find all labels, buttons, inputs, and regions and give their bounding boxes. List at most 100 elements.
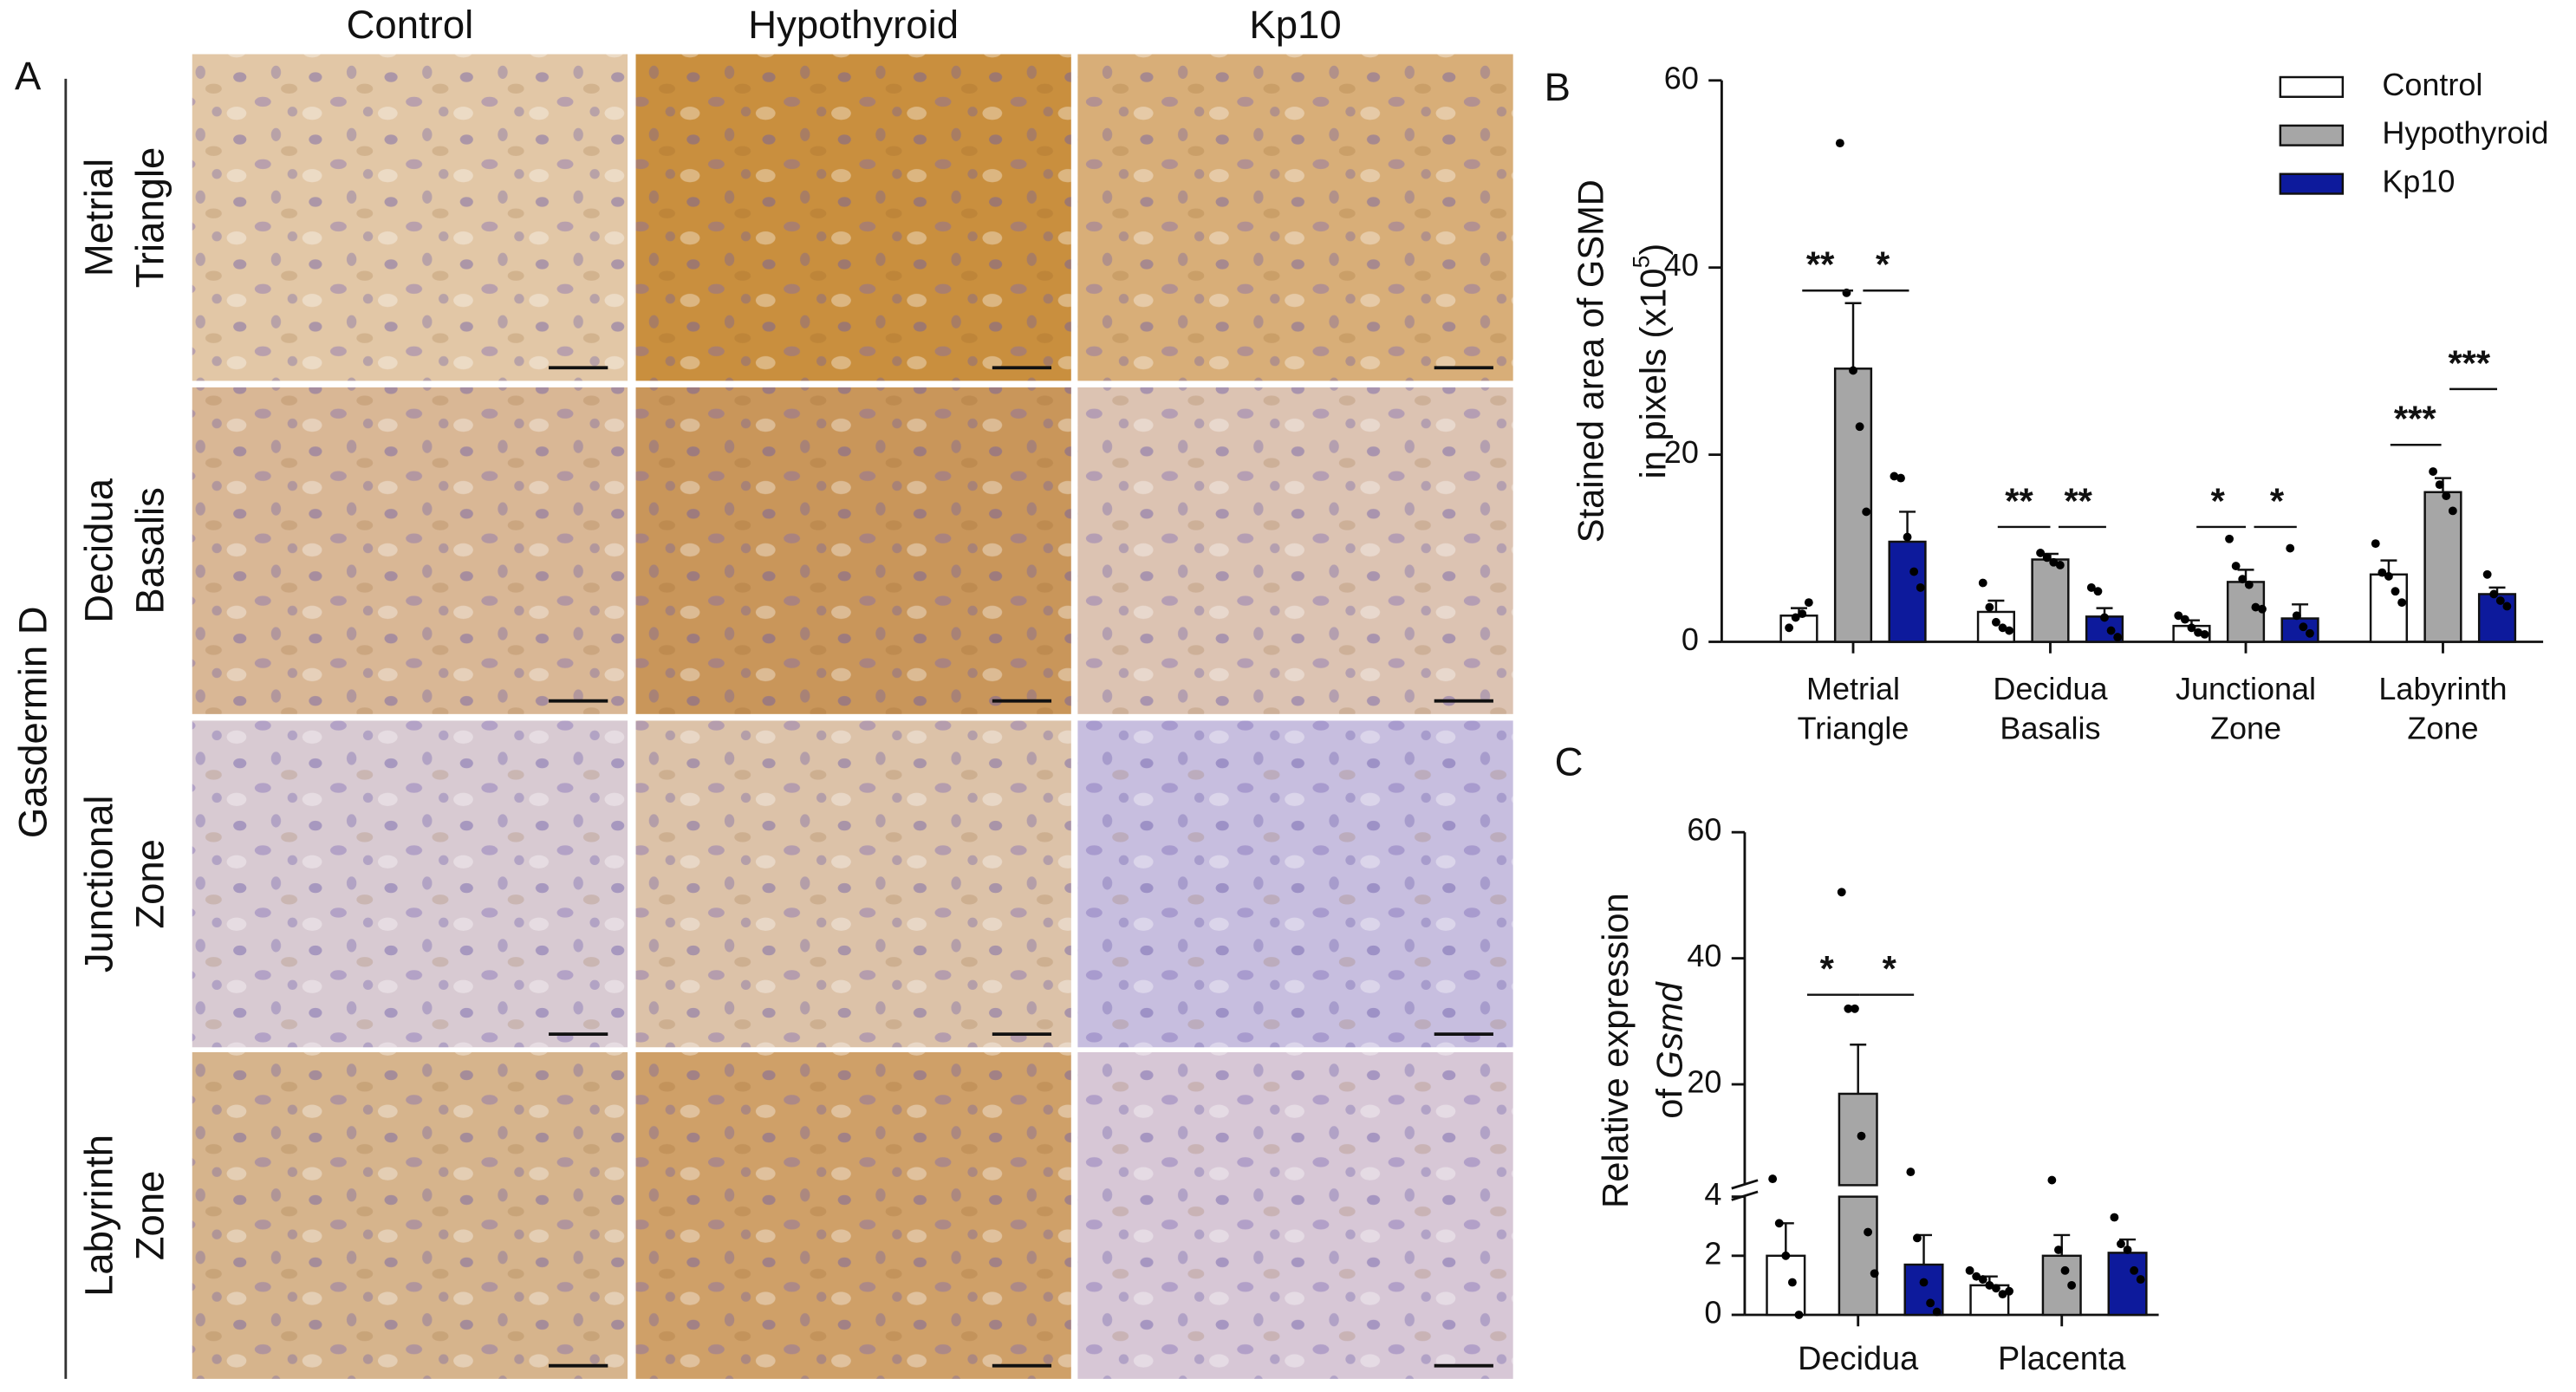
data-point bbox=[1798, 609, 1807, 619]
significance-label: *** bbox=[2394, 399, 2436, 439]
micrograph-texture bbox=[192, 54, 628, 381]
x-tick-label: Metrial bbox=[1806, 671, 1900, 706]
bar bbox=[2226, 581, 2266, 643]
data-point bbox=[2292, 611, 2301, 621]
y-axis-label-part: of bbox=[1649, 1078, 1690, 1118]
data-point bbox=[1916, 582, 1925, 592]
data-point bbox=[2429, 467, 2438, 476]
data-point bbox=[1926, 1298, 1935, 1308]
data-point bbox=[2286, 543, 2295, 553]
data-point bbox=[2049, 557, 2059, 567]
data-point bbox=[1844, 1004, 1853, 1013]
data-point bbox=[2238, 575, 2247, 584]
data-point bbox=[2130, 1265, 2139, 1275]
data-point bbox=[2200, 629, 2209, 639]
data-point bbox=[1985, 1280, 1994, 1290]
micrograph-texture bbox=[192, 1051, 628, 1379]
significance-label: ** bbox=[1806, 244, 1835, 285]
data-point bbox=[2397, 598, 2407, 608]
data-point bbox=[2306, 628, 2314, 638]
data-point bbox=[1787, 1278, 1797, 1287]
bar bbox=[1888, 540, 1927, 643]
y-tick-label: 40 bbox=[1687, 938, 1721, 973]
bar bbox=[1838, 1195, 1878, 1317]
data-point bbox=[2231, 562, 2241, 570]
data-point bbox=[2244, 580, 2254, 589]
data-point bbox=[1804, 598, 1813, 608]
data-point bbox=[2502, 602, 2512, 611]
x-tick-label: Zone bbox=[2210, 710, 2281, 745]
row-label: Labyrinth bbox=[77, 1135, 121, 1297]
data-point bbox=[2005, 1286, 2014, 1296]
significance-label: * bbox=[1883, 948, 1897, 989]
y-tick-label: 0 bbox=[1682, 621, 1699, 657]
significance-label: *** bbox=[2448, 342, 2490, 383]
bar bbox=[2031, 558, 2070, 643]
bar bbox=[1969, 1284, 2010, 1317]
data-point bbox=[2136, 1275, 2145, 1285]
data-point bbox=[1774, 1219, 1784, 1228]
data-point bbox=[2100, 613, 2109, 622]
x-tick-label: Placenta bbox=[1998, 1341, 2126, 1377]
data-point bbox=[1913, 1233, 1922, 1243]
data-point bbox=[2384, 572, 2393, 581]
x-tick-label: Labyrinth bbox=[2378, 671, 2507, 706]
data-point bbox=[2005, 626, 2014, 635]
data-point bbox=[2442, 491, 2451, 501]
micrograph-texture bbox=[635, 54, 1071, 381]
y-axis-label-part: ) bbox=[1633, 244, 1674, 256]
data-point bbox=[2055, 561, 2065, 569]
data-point bbox=[1791, 613, 1800, 622]
data-point bbox=[1985, 602, 1994, 612]
y-axis-label-sup: 5 bbox=[1628, 256, 1654, 269]
legend-label: Control bbox=[2382, 67, 2482, 102]
row-label: Zone bbox=[127, 839, 172, 929]
y-axis-label: in pixels (x105) bbox=[1628, 244, 1673, 479]
y-tick-label: 2 bbox=[1704, 1235, 1721, 1271]
data-point bbox=[2194, 628, 2202, 637]
micrograph-texture bbox=[635, 387, 1071, 714]
micrograph-texture bbox=[192, 720, 628, 1048]
x-tick-label: Decidua bbox=[1798, 1341, 1919, 1377]
legend-swatch bbox=[2279, 172, 2345, 195]
data-point bbox=[1919, 1278, 1929, 1287]
significance-label: * bbox=[2211, 480, 2226, 521]
data-point bbox=[2036, 549, 2046, 557]
bar bbox=[2423, 491, 2462, 643]
axis-break bbox=[1731, 1179, 1759, 1190]
legend-swatch bbox=[2279, 75, 2345, 98]
y-tick-label: 40 bbox=[1664, 247, 1699, 283]
y-tick-label: 4 bbox=[1704, 1176, 1721, 1212]
row-label: Zone bbox=[127, 1171, 172, 1261]
micrograph-texture bbox=[1077, 1051, 1513, 1379]
x-tick-label: Triangle bbox=[1798, 710, 1909, 745]
data-point bbox=[1932, 1307, 1942, 1317]
data-point bbox=[1991, 1284, 2000, 1293]
significance-label: * bbox=[2270, 480, 2285, 521]
data-point bbox=[2187, 623, 2196, 633]
data-point bbox=[2106, 626, 2116, 635]
significance-label: * bbox=[1876, 244, 1890, 285]
data-point bbox=[2299, 622, 2308, 632]
micrograph-texture bbox=[1077, 720, 1513, 1048]
data-point bbox=[1835, 139, 1844, 148]
data-point bbox=[2225, 534, 2234, 543]
data-point bbox=[2251, 602, 2261, 612]
bar bbox=[1903, 1263, 1944, 1317]
data-point bbox=[1781, 1251, 1791, 1260]
micrograph-texture bbox=[635, 720, 1071, 1048]
micrograph-texture bbox=[1077, 54, 1513, 381]
row-label: Junctional bbox=[77, 796, 121, 973]
data-point bbox=[1768, 1174, 1778, 1184]
y-tick-label: 0 bbox=[1704, 1294, 1721, 1330]
bar bbox=[1766, 1254, 1806, 1317]
x-tick-label: Junctional bbox=[2176, 671, 2316, 706]
data-point bbox=[1837, 888, 1846, 897]
data-point bbox=[2123, 1246, 2132, 1254]
x-tick-label: Zone bbox=[2407, 710, 2478, 745]
data-point bbox=[1978, 578, 1987, 588]
y-axis-label-part: in pixels (x10 bbox=[1633, 268, 1674, 478]
data-point bbox=[1855, 422, 1864, 432]
panel-label: A bbox=[15, 54, 42, 98]
